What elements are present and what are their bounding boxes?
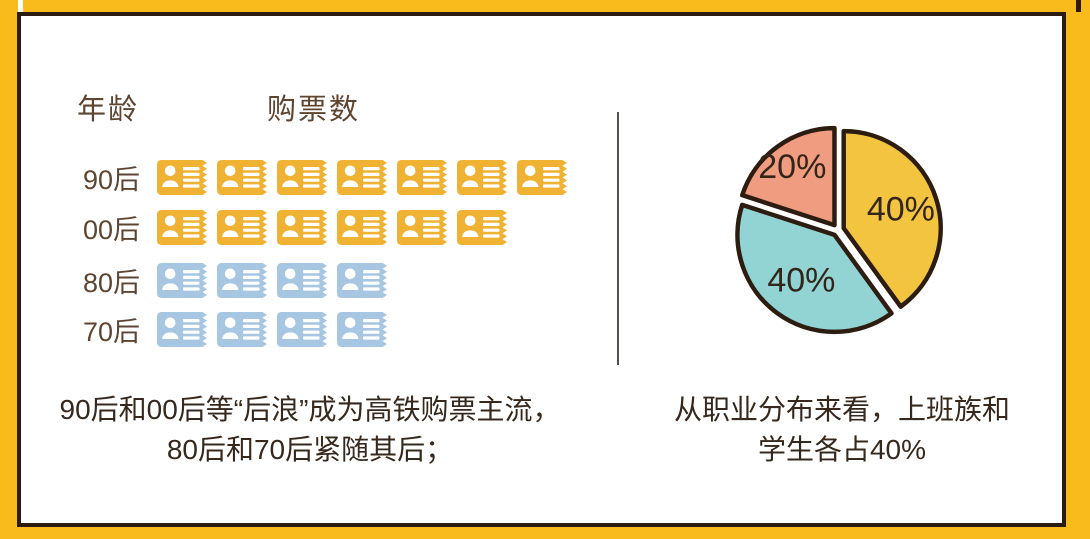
age-group-label: 00后 [83,215,141,245]
caption-left-line1: 90后和00后等“后浪”成为高铁购票主流， [59,394,561,425]
id-ticket-icon [157,210,207,245]
age-group-label: 90后 [83,165,141,195]
id-ticket-icon [157,160,207,195]
id-ticket-icon [337,210,387,245]
pie-slice-label: 40% [867,191,935,229]
pie-slice [739,125,837,228]
id-ticket-icon [217,160,267,195]
content-panel: 年龄 购票数 90后 00后 80后 70后 40% 40% 20% 90后和00后… [17,12,1066,527]
caption-left: 90后和00后等“后浪”成为高铁购票主流， 80后和70后紧随其后； [21,390,599,470]
id-ticket-icon [457,160,507,195]
id-ticket-icon [277,160,327,195]
id-ticket-icon [277,210,327,245]
id-ticket-icon [277,312,327,347]
id-ticket-icon [217,263,267,298]
vertical-divider [617,112,619,365]
id-ticket-icon [157,312,207,347]
pie-slice-label: 20% [758,148,826,186]
frame-notch-right [1076,0,1081,12]
caption-right-line1: 从职业分布来看，上班族和 [673,394,1010,425]
column-header-tickets: 购票数 [267,94,361,126]
pie-slice-label: 40% [767,261,835,299]
caption-left-line2: 80后和70后紧随其后； [166,434,454,465]
id-ticket-icon [337,160,387,195]
id-ticket-icon [397,160,447,195]
frame-notch-left [18,0,23,12]
pictograph-row: 80后 [83,263,391,298]
pictograph-row: 70后 [83,312,391,347]
age-group-label: 70后 [83,317,141,347]
id-ticket-icon [337,312,387,347]
ticket-icon-group [157,210,511,245]
caption-right: 从职业分布来看，上班族和 学生各占40% [617,390,1067,470]
ticket-icon-group [157,263,391,298]
pie-chart: 40% 40% 20% [735,125,943,335]
id-ticket-icon [217,210,267,245]
id-ticket-icon [277,263,327,298]
id-ticket-icon [457,210,507,245]
pictograph-row: 90后 [83,160,571,195]
age-group-label: 80后 [83,268,141,298]
pie-slice [841,128,943,309]
caption-right-line2: 学生各占40% [757,434,927,465]
id-ticket-icon [217,312,267,347]
id-ticket-icon [517,160,567,195]
id-ticket-icon [337,263,387,298]
column-header-age: 年龄 [77,94,140,126]
pictograph-row: 00后 [83,210,511,245]
ticket-icon-group [157,160,571,195]
ticket-icon-group [157,312,391,347]
id-ticket-icon [397,210,447,245]
pie-slice [735,202,894,335]
id-ticket-icon [157,263,207,298]
